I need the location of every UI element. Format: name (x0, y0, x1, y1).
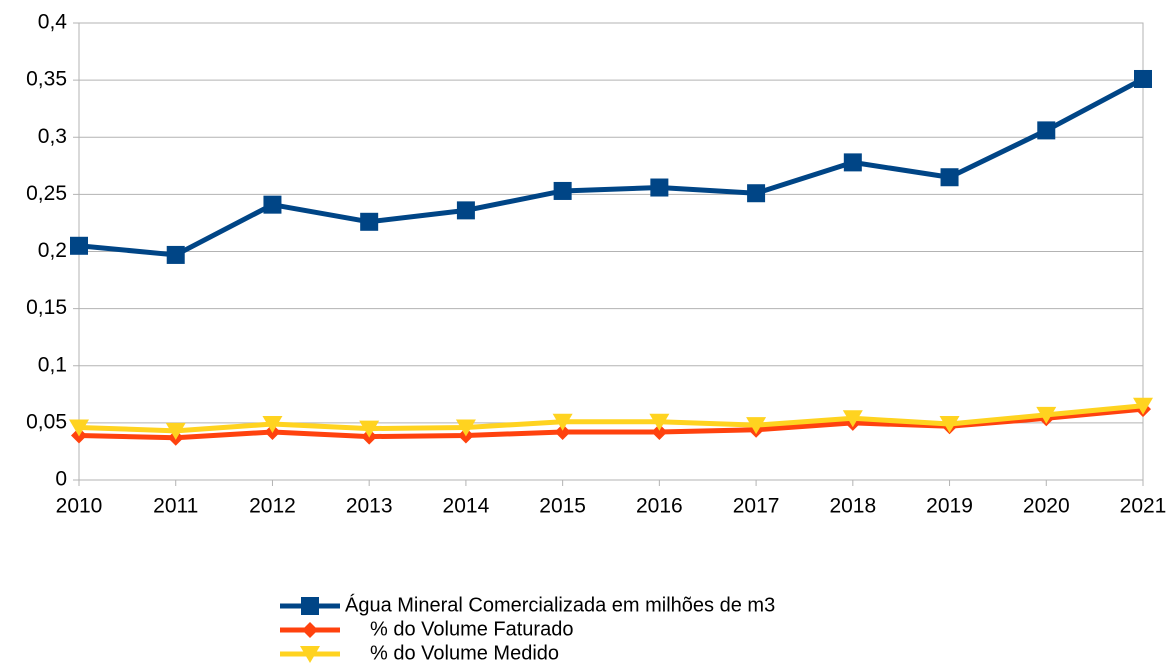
y-tick-label: 0,05 (26, 410, 67, 433)
marker (842, 410, 863, 428)
y-tick-label: 0,2 (38, 239, 67, 262)
marker (1133, 397, 1153, 415)
marker (360, 212, 379, 231)
marker (456, 201, 475, 220)
marker (69, 419, 89, 437)
marker (553, 181, 572, 200)
marker (302, 622, 318, 638)
x-tick-label: 2013 (346, 495, 393, 518)
marker (1036, 406, 1057, 424)
marker (301, 597, 319, 615)
marker (651, 424, 668, 441)
marker (70, 236, 88, 255)
y-tick-label: 0,15 (26, 296, 67, 319)
marker (940, 168, 959, 187)
x-tick-label: 2017 (733, 495, 780, 518)
x-tick-label: 2018 (829, 495, 876, 518)
x-tick-label: 2012 (249, 495, 296, 518)
x-tick-label: 2015 (539, 495, 586, 518)
x-tick-label: 2010 (56, 495, 103, 518)
y-tick-label: 0,4 (38, 11, 68, 34)
legend-label: Água Mineral Comercializada em milhões d… (345, 593, 775, 616)
marker (650, 178, 669, 197)
marker (939, 416, 960, 434)
marker (455, 419, 476, 437)
marker (359, 420, 380, 438)
x-tick-label: 2019 (926, 495, 973, 518)
marker (649, 413, 670, 431)
x-tick-label: 2021 (1120, 495, 1167, 518)
y-tick-label: 0,1 (38, 353, 67, 376)
series-line (78, 76, 1145, 258)
marker (1037, 121, 1056, 140)
x-tick-label: 2014 (443, 495, 490, 518)
marker (843, 153, 862, 172)
marker (747, 184, 766, 203)
y-tick-label: 0,3 (38, 125, 67, 148)
legend-label: % do Volume Medido (370, 642, 559, 664)
x-tick-label: 2011 (153, 495, 198, 518)
series-line (78, 403, 1144, 434)
y-tick-label: 0 (55, 468, 67, 491)
marker (263, 195, 282, 214)
x-tick-label: 2016 (636, 495, 683, 518)
marker (552, 413, 573, 431)
x-tick-label: 2020 (1023, 495, 1070, 518)
marker (1134, 69, 1152, 88)
marker (746, 417, 767, 435)
marker (166, 245, 185, 264)
marker (300, 646, 320, 663)
y-tick-label: 0,35 (26, 68, 67, 91)
marker (165, 422, 186, 440)
marker (262, 416, 283, 434)
marker (554, 424, 571, 441)
legend-label: % do Volume Faturado (370, 618, 573, 640)
y-tick-label: 0,25 (26, 182, 67, 205)
